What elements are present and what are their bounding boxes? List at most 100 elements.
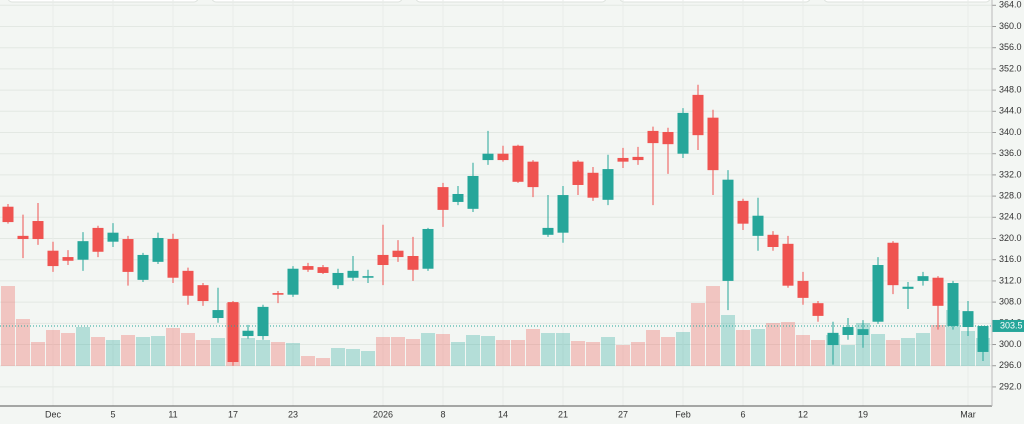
- candle-body: [362, 276, 374, 278]
- x-tick-label: 27: [618, 409, 628, 419]
- candle-body: [707, 117, 719, 171]
- candle-body: [902, 286, 914, 289]
- volume-bar: [241, 338, 255, 366]
- volume-bar: [61, 333, 75, 366]
- y-tick-label: 344.0: [999, 106, 1022, 116]
- y-tick-label: 340.0: [999, 127, 1022, 137]
- volume-bar: [166, 328, 180, 366]
- volume-bar: [751, 329, 765, 366]
- candle-body: [332, 272, 344, 286]
- volume-bar: [526, 329, 540, 366]
- tab[interactable]: [619, 0, 811, 3]
- candle-body: [887, 242, 899, 286]
- candles: [2, 84, 989, 366]
- x-tick-label: 21: [558, 409, 568, 419]
- candle-body: [317, 267, 329, 273]
- y-tick-label: 312.0: [999, 275, 1022, 285]
- y-tick-label: 364.0: [999, 0, 1022, 10]
- tab[interactable]: [211, 0, 403, 3]
- volume-bar: [331, 348, 345, 366]
- volume-bar: [46, 330, 60, 366]
- volume-bar: [721, 315, 735, 366]
- volume-bar: [691, 303, 705, 366]
- volume-bar: [796, 335, 810, 366]
- volume-bar: [661, 337, 675, 366]
- candle-body: [62, 257, 74, 261]
- y-tick-label: 348.0: [999, 84, 1022, 94]
- volume-bar: [286, 343, 300, 366]
- candle-body: [77, 241, 89, 260]
- candle-body: [407, 256, 419, 270]
- volume-bar: [91, 337, 105, 366]
- volume-bar: [121, 335, 135, 366]
- candle-body: [632, 156, 644, 161]
- volume-bar: [391, 337, 405, 366]
- candle-body: [482, 153, 494, 161]
- volume-bar: [841, 345, 855, 366]
- volume-bar: [316, 358, 330, 366]
- candle-body: [122, 239, 134, 272]
- volume-bar: [571, 341, 585, 366]
- volume-bar: [466, 335, 480, 366]
- candle-body: [677, 112, 689, 154]
- volume-bar: [931, 325, 945, 366]
- candle-body: [152, 237, 164, 262]
- candle-body: [617, 157, 629, 162]
- volume-bar: [136, 337, 150, 366]
- volume-bar: [256, 340, 270, 366]
- volume-bar: [196, 340, 210, 366]
- candle-body: [752, 215, 764, 236]
- volume-bar: [871, 334, 885, 366]
- volume-bar: [106, 340, 120, 366]
- candle-body: [272, 293, 284, 295]
- candle-body: [347, 270, 359, 278]
- candle-body: [137, 254, 149, 280]
- volume-bar: [451, 342, 465, 366]
- candle-body: [767, 234, 779, 247]
- volume-bar: [736, 330, 750, 366]
- volume-bar: [556, 333, 570, 366]
- y-tick-label: 292.0: [999, 381, 1022, 391]
- volume-bar: [541, 333, 555, 366]
- x-tick-label: 11: [168, 409, 177, 419]
- candle-body: [167, 239, 179, 278]
- candle-body: [857, 329, 869, 335]
- candle-body: [932, 277, 944, 306]
- candle-body: [977, 325, 989, 352]
- candle-body: [812, 303, 824, 316]
- volume-bar: [151, 336, 165, 366]
- x-tick-label: 14: [498, 409, 508, 419]
- candle-body: [647, 130, 659, 144]
- candle-body: [377, 254, 389, 266]
- volume-bar: [961, 331, 975, 366]
- candle-body: [467, 175, 479, 209]
- volume-bar: [676, 332, 690, 366]
- candle-body: [302, 266, 314, 270]
- candle-body: [662, 131, 674, 145]
- candle-body: [692, 94, 704, 136]
- x-tick-label: 2026: [373, 409, 393, 419]
- candle-body: [797, 280, 809, 298]
- y-tick-label: 332.0: [999, 169, 1022, 179]
- candle-body: [17, 235, 29, 240]
- volume-bar: [586, 342, 600, 366]
- volume-bar: [766, 323, 780, 366]
- candle-body: [947, 283, 959, 326]
- candle-body: [32, 221, 44, 240]
- x-tick-label: 8: [440, 409, 445, 419]
- candle-body: [917, 276, 929, 281]
- tab[interactable]: [823, 0, 991, 3]
- volume-bar: [511, 340, 525, 366]
- tab[interactable]: [7, 0, 199, 3]
- candle-body: [257, 306, 269, 337]
- candle-body: [107, 232, 119, 242]
- x-tick-label: Dec: [45, 409, 62, 419]
- tab[interactable]: [415, 0, 607, 3]
- candle-body: [557, 195, 569, 233]
- candle-body: [572, 161, 584, 185]
- candle-body: [242, 330, 254, 337]
- volume-bar: [301, 356, 315, 366]
